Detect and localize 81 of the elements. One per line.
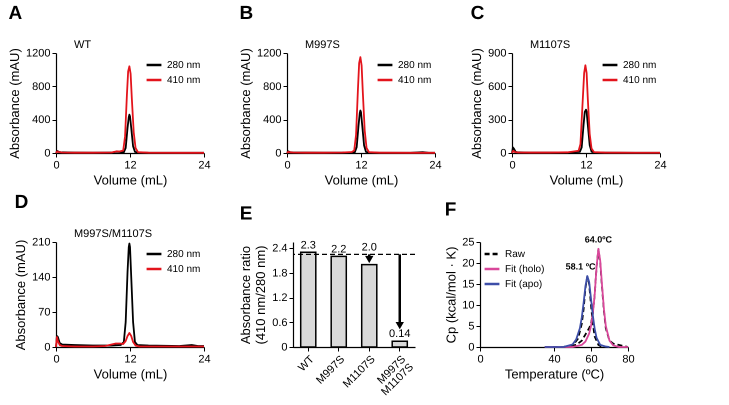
- x-tick-label: 60: [585, 354, 598, 366]
- x-axis-title: Volume (mL): [94, 366, 168, 382]
- x-tick-label: WT: [296, 353, 317, 374]
- legend-label: Raw: [505, 249, 526, 260]
- y-tick-label: 1200: [257, 48, 282, 60]
- x-axis-title: Temperature (ºC): [504, 366, 604, 382]
- data-label: 0.14: [389, 328, 410, 340]
- y-tick-label: 0.6: [272, 316, 288, 329]
- y-tick-label: 800: [263, 80, 282, 93]
- y-axis-title: Cp (kcal/mol · K): [443, 246, 458, 344]
- x-axis-title: Volume (mL): [94, 172, 168, 188]
- y-tick-label: 15: [462, 278, 474, 290]
- x-tick-label: 12: [580, 160, 593, 172]
- y-tick-label: 20: [462, 258, 474, 270]
- y-tick-label: 25: [462, 236, 474, 248]
- legend-label: 280 nm: [623, 60, 656, 71]
- legend-label: 280 nm: [167, 249, 200, 260]
- chart-title: E: [240, 203, 252, 224]
- text: M1107S: [530, 39, 570, 51]
- y-tick-label: 2.4: [272, 242, 288, 255]
- chart-title: A: [8, 3, 23, 24]
- legend-label: 410 nm: [623, 75, 656, 86]
- y-tick-label: 1200: [26, 48, 50, 60]
- y-tick-label: 400: [32, 114, 50, 126]
- y-tick-label: 70: [38, 306, 50, 318]
- x-axis-title: Volume (mL): [324, 172, 398, 188]
- data-label: 2.0: [362, 241, 377, 254]
- x-tick-label: 12: [124, 160, 137, 172]
- chart-title: D: [14, 192, 28, 213]
- y-tick-label: 1.2: [272, 292, 288, 304]
- y-tick-label: 300: [488, 114, 506, 126]
- y-tick-label: 800: [32, 80, 50, 93]
- y-tick-label: 140: [32, 272, 50, 284]
- x-tick-label: 0: [509, 160, 516, 172]
- data-label: 2.2: [331, 243, 346, 256]
- legend-label: 410 nm: [398, 75, 432, 86]
- x-tick-label: 0: [53, 354, 60, 366]
- x-tick-label: 24: [198, 354, 211, 366]
- y-tick-label: 10: [462, 300, 474, 312]
- text: WT: [74, 39, 92, 51]
- y-tick-label: 0: [275, 148, 282, 160]
- y-tick-label: 0: [44, 148, 50, 160]
- legend-label: 280 nm: [398, 60, 432, 71]
- x-axis-title: Volume (mL): [550, 172, 624, 188]
- annotation: 58.1 ºC: [566, 262, 596, 272]
- x-tick-label: 12: [124, 354, 137, 366]
- chart-title: B: [240, 3, 254, 24]
- y-tick-label: 1.8: [272, 267, 288, 280]
- y-axis-title: Absorbance (mAU): [238, 48, 254, 159]
- x-tick-label: 0: [477, 354, 484, 366]
- legend-label: Fit (apo): [505, 279, 542, 290]
- y-tick-label: 600: [488, 80, 506, 93]
- x-tick-label: 24: [198, 160, 211, 172]
- legend-label: 280 nm: [167, 60, 200, 71]
- y-tick-label: 0: [468, 342, 474, 354]
- legend-label: 410 nm: [167, 264, 200, 275]
- y-tick-label: 0: [281, 342, 288, 354]
- y-tick-label: 900: [488, 48, 506, 60]
- x-tick-label: 0: [53, 160, 60, 172]
- x-tick-label: 40: [548, 354, 561, 366]
- text: M997S: [305, 39, 340, 51]
- y-axis-title: Absorbance (mAU): [469, 48, 484, 159]
- x-tick-label: 80: [622, 354, 635, 366]
- y-tick-label: 0: [44, 342, 50, 354]
- x-tick-label: 24: [654, 160, 667, 172]
- y-tick-label: 5: [468, 320, 474, 332]
- x-tick-label: 24: [429, 160, 442, 172]
- y-tick-label: 210: [32, 236, 50, 248]
- y-tick-label: 0: [500, 148, 506, 160]
- data-label: 2.3: [300, 239, 316, 252]
- y-axis-title: Absorbance ratio (410 nm/280 nm): [238, 246, 268, 344]
- y-axis-title: Absorbance (mAU): [13, 240, 28, 350]
- y-tick-label: 400: [263, 114, 282, 126]
- legend-label: Fit (holo): [505, 264, 544, 275]
- chart-title: F: [444, 200, 456, 221]
- legend-label: 410 nm: [167, 75, 200, 86]
- text: M997S/M1107S: [74, 228, 152, 240]
- chart-title: C: [470, 3, 485, 24]
- y-axis-title: Absorbance (mAU): [7, 48, 22, 159]
- annotation: 64.0ºC: [584, 234, 613, 245]
- x-tick-label: 12: [355, 160, 368, 172]
